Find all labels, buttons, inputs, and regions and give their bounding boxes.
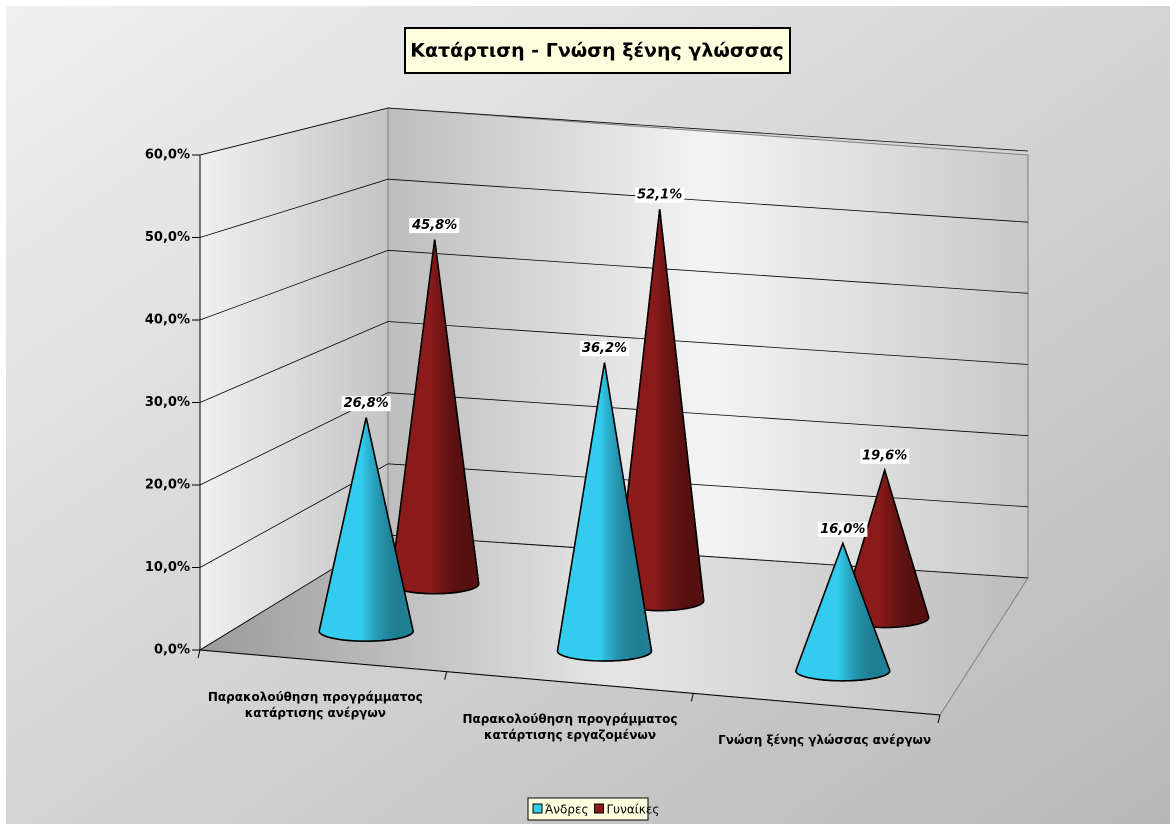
grid-line [199, 321, 389, 403]
cone-shade [318, 417, 414, 642]
grid-line [199, 178, 389, 238]
legend-swatch [532, 803, 543, 814]
data-label-bg [341, 396, 391, 412]
grid-line [199, 249, 389, 321]
y-tick-label: 50,0% [145, 230, 190, 245]
data-label-bg [818, 521, 868, 537]
data-label: 36,2% [582, 341, 627, 356]
grid-line [387, 249, 1029, 294]
grid-line [387, 321, 1029, 365]
data-label: 26,8% [344, 396, 389, 411]
data-label: 52,1% [637, 188, 682, 203]
data-label: 16,0% [820, 522, 865, 537]
y-tick-label: 0,0% [154, 643, 190, 658]
legend-swatch [594, 803, 604, 814]
y-tick-label: 60,0% [145, 148, 190, 163]
legend [527, 797, 649, 821]
x-tick [197, 649, 201, 659]
data-label: 45,8% [411, 218, 457, 233]
cone-shade [556, 362, 653, 662]
x-tick-label: Παρακολούθηση προγράμματος κατάρτισης αν… [207, 689, 423, 720]
data-label-bg [635, 187, 685, 203]
x-tick-label: Γνώση ξένης γλώσσας ανέργων [718, 733, 932, 748]
legend-label: Άνδρες [545, 803, 589, 817]
data-label-bg [579, 341, 630, 357]
y-tick-label: 20,0% [145, 478, 190, 493]
cone-shade [795, 541, 891, 682]
x-axis [199, 649, 941, 716]
y-tick-label: 40,0% [145, 313, 190, 328]
x-tick [937, 714, 941, 724]
data-label: 19,6% [862, 449, 907, 464]
grid-line [387, 534, 1029, 579]
y-tick-label: 30,0% [145, 395, 190, 410]
chart-title: Κατάρτιση - Γνώση ξένης γλώσσας [410, 40, 784, 62]
grid-line [387, 392, 1029, 437]
legend-label: Γυναίκες [607, 803, 660, 817]
data-label-bg [860, 448, 910, 464]
y-tick-label: 10,0% [145, 560, 190, 575]
title-box [404, 27, 791, 74]
grid-line [387, 178, 1029, 223]
grid-line [387, 107, 1029, 152]
grid-line [387, 463, 1029, 508]
x-tick [690, 693, 694, 702]
grid-line [199, 107, 389, 156]
x-tick [444, 671, 448, 680]
x-tick-label: Παρακολούθηση προγράμματος κατάρτισης ερ… [462, 711, 678, 742]
data-label-bg [409, 218, 460, 234]
